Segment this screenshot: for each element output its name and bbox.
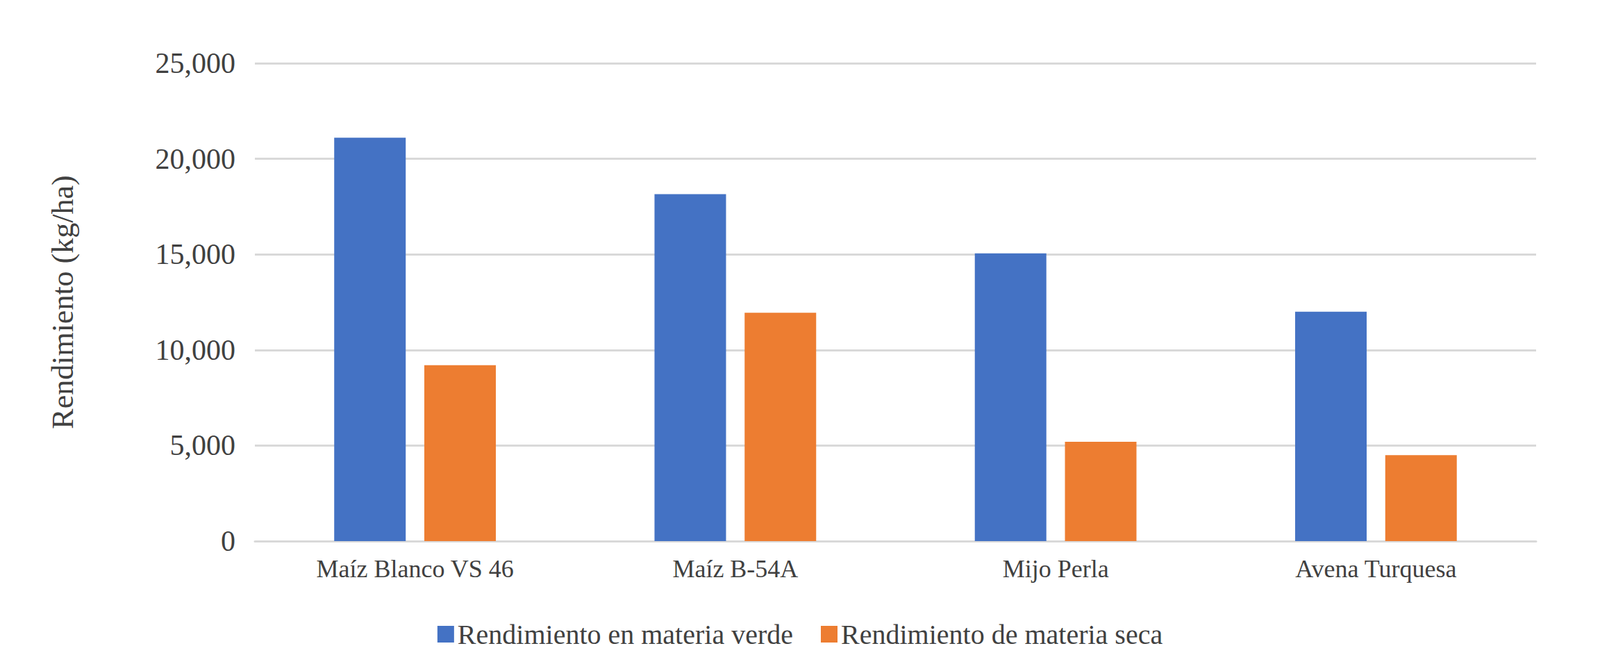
svg-text:0: 0 (220, 525, 236, 557)
svg-text:Rendimiento en materia verde: Rendimiento en materia verde (457, 618, 794, 650)
svg-text:25,000: 25,000 (155, 47, 237, 80)
svg-text:15,000: 15,000 (155, 238, 237, 271)
svg-text:5,000: 5,000 (170, 429, 237, 462)
svg-text:20,000: 20,000 (155, 143, 237, 175)
svg-text:Avena Turquesa: Avena Turquesa (1295, 554, 1457, 583)
svg-text:Maíz Blanco VS 46: Maíz Blanco VS 46 (315, 554, 514, 583)
svg-text:Rendimiento (kg/ha): Rendimiento (kg/ha) (45, 175, 80, 429)
svg-text:Mijo Perla: Mijo Perla (1002, 554, 1110, 583)
svg-text:Maíz B-54A: Maíz B-54A (672, 554, 798, 583)
svg-text:Rendimiento de materia seca: Rendimiento de materia seca (840, 618, 1163, 650)
svg-text:10,000: 10,000 (155, 334, 237, 366)
